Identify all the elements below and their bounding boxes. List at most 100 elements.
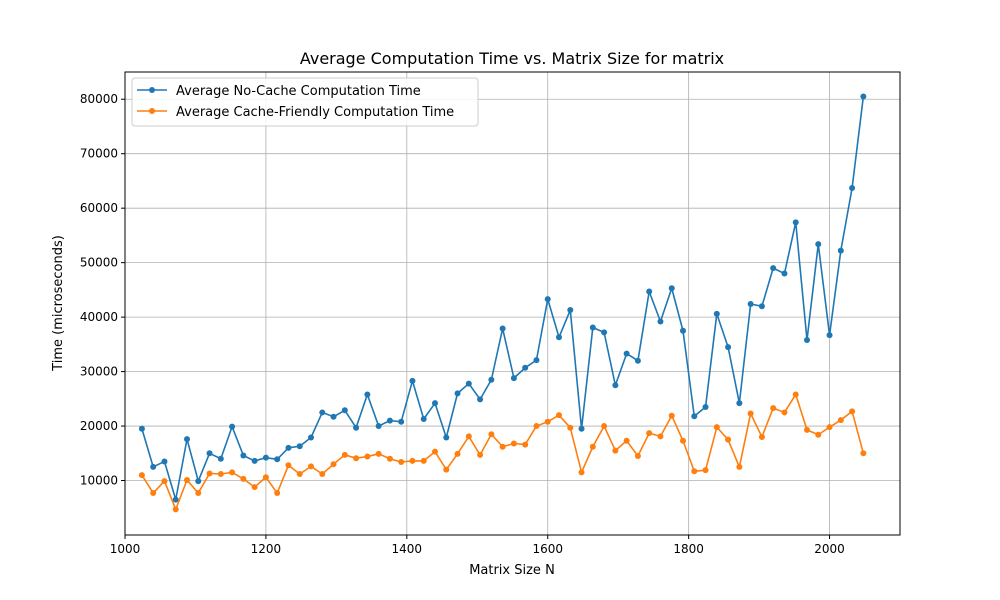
series-2-point — [251, 484, 258, 491]
series-2-point — [646, 430, 653, 437]
series-2-point — [837, 417, 844, 424]
x-tick-label: 1200 — [251, 542, 282, 556]
series-2-point — [386, 455, 393, 462]
series-1-point — [781, 270, 788, 277]
series-2-point — [578, 469, 585, 476]
series-2-point — [420, 457, 427, 464]
y-axis-ticks: 10000 20000 30000 40000 50000 60000 70000 80000 — [80, 92, 125, 488]
series-1-point — [657, 318, 664, 325]
series-1-point — [319, 409, 326, 416]
series-2-point — [634, 453, 641, 460]
series-1-point — [150, 463, 157, 470]
series-2-point — [589, 443, 596, 450]
series-2-point — [488, 431, 495, 438]
series-1-point — [826, 332, 833, 339]
series-2-point — [702, 467, 709, 474]
series-1-point — [837, 247, 844, 254]
chart-title: Average Computation Time vs. Matrix Size… — [300, 49, 724, 68]
series-1-point — [274, 456, 281, 463]
series-2-point — [308, 463, 314, 470]
legend-label-2: Average Cache-Friendly Computation Time — [176, 105, 454, 120]
series-2-point — [206, 470, 213, 477]
series-1-point — [420, 415, 427, 422]
series-1-point — [804, 336, 810, 343]
series-2-point — [285, 462, 292, 469]
series-2-point — [713, 424, 720, 431]
series-1-point — [364, 391, 371, 398]
series-1-point — [195, 478, 202, 485]
series-2-point — [747, 410, 754, 417]
series-1-point — [432, 400, 438, 407]
series-1-point — [567, 307, 574, 314]
series-1-point — [285, 444, 292, 451]
series-1-point — [612, 382, 619, 389]
series-2-point — [533, 423, 540, 430]
x-axis-label: Matrix Size N — [469, 563, 555, 578]
series-2-point — [229, 469, 236, 476]
plot-frame — [124, 71, 901, 536]
series-1-point — [544, 296, 551, 303]
series-1-point — [172, 496, 179, 503]
series-1-point — [217, 455, 224, 462]
series-1-point — [206, 450, 213, 457]
series-2-point — [274, 490, 281, 497]
series-layer — [138, 93, 867, 513]
series-1-point — [747, 301, 754, 308]
series-1 — [138, 93, 867, 503]
series-2-point — [815, 431, 822, 438]
series-1-point — [409, 377, 416, 384]
y-tick-label: 50000 — [80, 256, 118, 270]
series-1-point — [465, 380, 472, 387]
grid — [124, 72, 900, 535]
series-2-point — [150, 490, 157, 497]
series-2-point — [138, 472, 145, 479]
series-2-point — [195, 490, 202, 497]
series-2-point — [804, 426, 810, 433]
series-2-point — [601, 423, 608, 430]
series-1-point — [375, 423, 382, 430]
series-2-point — [465, 433, 472, 440]
series-2-point — [623, 437, 630, 444]
series-2-point — [454, 450, 461, 457]
x-tick-label: 1400 — [392, 542, 423, 556]
series-1-point — [184, 436, 190, 443]
series-1-point — [815, 241, 822, 248]
x-axis-ticks: 1000 1200 1400 1600 1800 2000 — [110, 535, 845, 556]
x-tick-label: 1000 — [110, 542, 141, 556]
series-2-point — [758, 433, 765, 440]
y-tick-label: 10000 — [80, 474, 118, 488]
series-2-point — [510, 440, 517, 447]
legend-box — [131, 77, 479, 127]
series-1-point — [601, 329, 608, 336]
series-2-point — [691, 468, 698, 475]
series-2-point — [522, 441, 529, 448]
series-2-point — [680, 437, 686, 444]
series-1-point — [713, 310, 720, 317]
y-tick-label: 30000 — [80, 365, 118, 379]
series-2-point — [792, 391, 799, 398]
legend-items: Average No-Cache Computation Time Average… — [137, 84, 454, 120]
x-tick-label: 1800 — [673, 542, 704, 556]
series-2-point — [262, 474, 269, 481]
series-2-point — [556, 412, 562, 419]
series-2-point — [612, 447, 619, 454]
series-1-point — [849, 185, 856, 192]
series-2-point — [499, 443, 506, 450]
legend-marker-1 — [149, 87, 155, 93]
series-2-point — [296, 470, 303, 477]
series-1-point — [477, 396, 484, 403]
series-1-point — [296, 443, 303, 450]
series-2-point — [341, 451, 348, 458]
y-tick-label: 60000 — [80, 201, 118, 215]
series-1-point — [623, 350, 630, 357]
series-1-point — [725, 344, 732, 351]
series-2-point — [668, 412, 675, 419]
series-1-point — [758, 303, 765, 310]
series-1-point — [229, 423, 236, 430]
series-1-point — [691, 413, 698, 420]
series-2-point — [184, 476, 190, 483]
series-1-point — [341, 407, 348, 414]
y-tick-label: 70000 — [80, 147, 118, 161]
x-tick-label: 2000 — [814, 542, 845, 556]
series-1-point — [398, 418, 405, 425]
